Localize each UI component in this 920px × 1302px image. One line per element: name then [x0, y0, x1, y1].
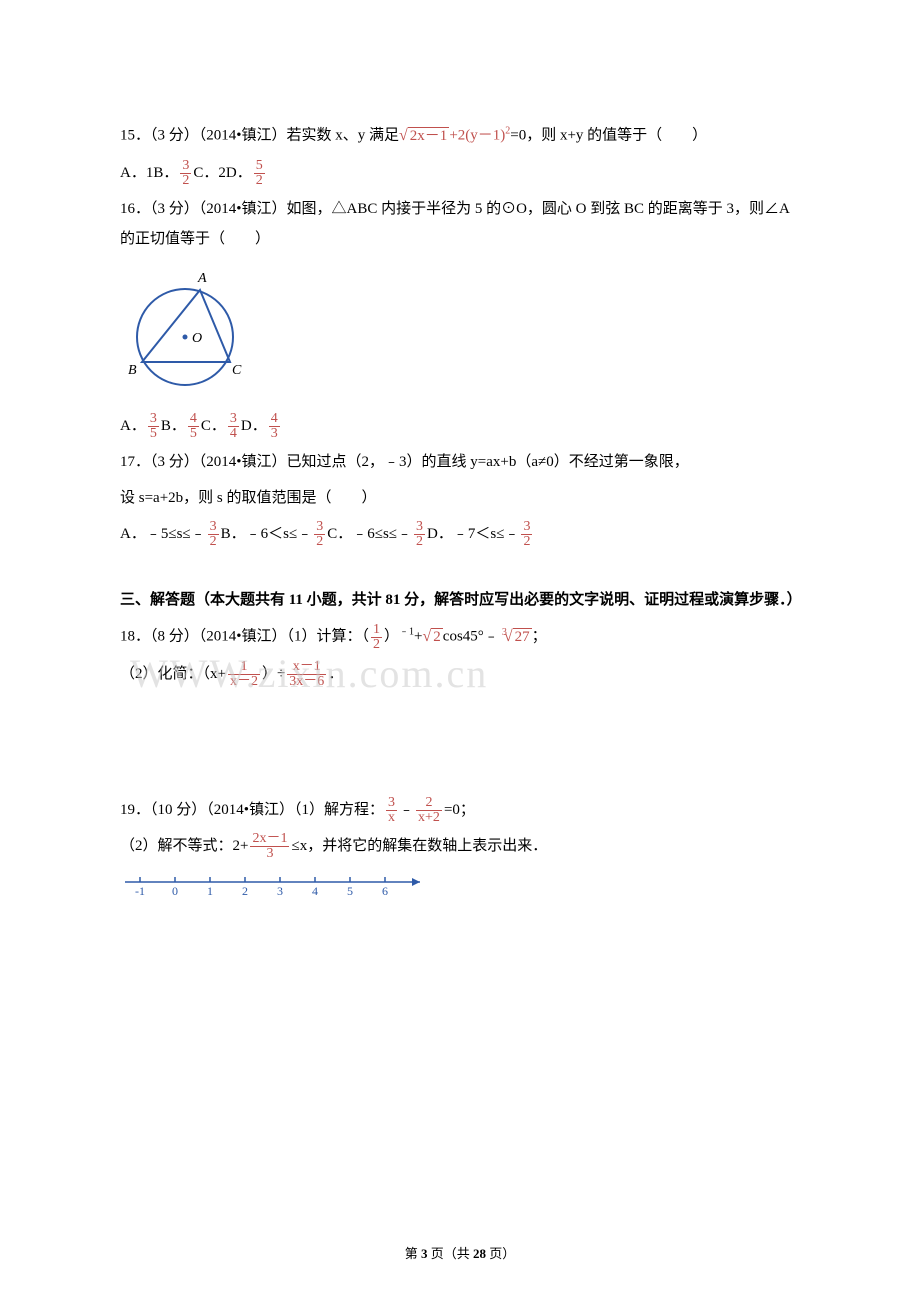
- frac: 2x－13: [250, 832, 289, 861]
- page-footer: 第 3 页（共 28 页）: [0, 1243, 920, 1262]
- svg-text:5: 5: [347, 884, 353, 897]
- opt-d-pre: D．: [241, 418, 267, 434]
- frac: 45: [188, 412, 199, 441]
- plus: +: [414, 629, 422, 645]
- frac-5-2: 52: [254, 159, 265, 188]
- question-19-p2: （2）解不等式：2+2x－13≤x，并将它的解集在数轴上表示出来．: [120, 831, 800, 861]
- q19-stem: 19．（10 分）（2014•镇江）（1）解方程：: [120, 802, 384, 818]
- number-line: -1 0 1 2 3 4 5 6: [120, 867, 800, 908]
- cos45: cos45°: [443, 629, 484, 645]
- frac: 3x: [386, 796, 397, 825]
- question-17-l1: 17．（3 分）（2014•镇江）已知过点（2，﹣3）的直线 y=ax+b（a≠…: [120, 447, 800, 477]
- opt-b: B．﹣6＜s≤﹣: [221, 526, 313, 542]
- svg-text:-1: -1: [135, 884, 145, 897]
- opt-b-pre: B．: [161, 418, 186, 434]
- q16-options: A．35B．45C．34D．43: [120, 411, 800, 441]
- question-16: 16．（3 分）（2014•镇江）如图，△ABC 内接于半径为 5 的⊙O，圆心…: [120, 194, 800, 254]
- footer-mid: 页（共: [427, 1246, 473, 1261]
- sqrt-icon: 2x－1: [399, 120, 449, 152]
- svg-text:3: 3: [277, 884, 283, 897]
- exp-neg1: ﹣1: [399, 627, 414, 638]
- question-15: 15．（3 分）（2014•镇江）若实数 x、y 满足2x－1+2(y－1)2=…: [120, 120, 800, 152]
- q16-figure: A O B C: [120, 262, 800, 403]
- rp: ）: [384, 629, 399, 645]
- q16-stem: 16．（3 分）（2014•镇江）如图，△ABC 内接于半径为 5 的⊙O，圆心…: [120, 201, 789, 247]
- label-a: A: [197, 271, 207, 286]
- frac: 2x+2: [416, 796, 442, 825]
- frac: 35: [148, 412, 159, 441]
- question-19-p1: 19．（10 分）（2014•镇江）（1）解方程：3x﹣2x+2=0；: [120, 795, 800, 825]
- svg-text:1: 1: [207, 884, 213, 897]
- svg-text:0: 0: [172, 884, 178, 897]
- footer-total: 28: [473, 1246, 486, 1261]
- svg-text:4: 4: [312, 884, 318, 897]
- section-3-header: 三、解答题（本大题共有 11 小题，共计 81 分，解答时应写出必要的文字说明、…: [120, 585, 800, 615]
- opt-d: D．﹣7＜s≤﹣: [427, 526, 519, 542]
- frac: 34: [228, 412, 239, 441]
- minus: ﹣: [484, 629, 499, 645]
- frac: x－13x－6: [287, 660, 326, 689]
- opt-c: C．﹣6≤s≤﹣: [327, 526, 412, 542]
- number-line-svg: -1 0 1 2 3 4 5 6: [120, 867, 440, 897]
- svg-text:2: 2: [242, 884, 248, 897]
- opt-d-label: D．: [226, 165, 252, 181]
- question-18-p2: （2）化简：（x+1x－2）÷x－13x－6．: [120, 659, 800, 689]
- eq0: =0；: [444, 802, 475, 818]
- question-18-p1: 18．（8 分）（2014•镇江）（1）计算：（12）﹣1+2cos45°﹣32…: [120, 621, 800, 653]
- q18-stem: 18．（8 分）（2014•镇江）（1）计算：: [120, 629, 362, 645]
- opt-a: A．﹣5≤s≤﹣: [120, 526, 206, 542]
- svg-text:6: 6: [382, 884, 388, 897]
- q15-after: =0，则 x+y 的值等于（ ）: [510, 127, 707, 143]
- label-o: O: [192, 331, 202, 346]
- q15-eq-part: +2(y－1): [449, 127, 505, 143]
- label-b: B: [128, 363, 137, 378]
- minus: ﹣: [399, 802, 414, 818]
- opt-a: A．1: [120, 165, 153, 181]
- frac-half: 12: [371, 623, 382, 652]
- q18-end: ．: [328, 666, 343, 682]
- semi: ；: [532, 629, 547, 645]
- q19-p2-mid: ≤x，并将它的解集在数轴上表示出来．: [291, 838, 547, 854]
- question-17-l2: 设 s=a+2b，则 s 的取值范围是（ ）: [120, 483, 800, 513]
- opt-b-label: B．: [153, 165, 178, 181]
- frac: 1x－2: [228, 660, 260, 689]
- q18-p2-pre: （2）化简：（x+: [120, 666, 226, 682]
- q19-p2-pre: （2）解不等式：2+: [120, 838, 248, 854]
- footer-post: 页）: [486, 1246, 515, 1261]
- footer-pre: 第: [405, 1246, 421, 1261]
- q15-options: A．1B．32C．2D．52: [120, 158, 800, 188]
- opt-c-pre: C．: [201, 418, 226, 434]
- frac: 43: [269, 412, 280, 441]
- sqrt2: 2: [423, 621, 443, 653]
- cbrt27: 27: [504, 621, 532, 653]
- frac: 32: [208, 520, 219, 549]
- circle-triangle-svg: A O B C: [120, 262, 260, 392]
- frac: 32: [314, 520, 325, 549]
- lp: （: [362, 629, 370, 645]
- opt-c: C．2: [193, 165, 226, 181]
- label-c: C: [232, 363, 242, 378]
- frac-3-2: 32: [180, 159, 191, 188]
- frac: 32: [521, 520, 532, 549]
- q18-mid: ）÷: [262, 666, 285, 682]
- frac: 32: [414, 520, 425, 549]
- q17-options: A．﹣5≤s≤﹣32B．﹣6＜s≤﹣32C．﹣6≤s≤﹣32D．﹣7＜s≤﹣32: [120, 519, 800, 549]
- q15-stem: 15．（3 分）（2014•镇江）若实数 x、y 满足: [120, 127, 399, 143]
- opt-a-pre: A．: [120, 418, 146, 434]
